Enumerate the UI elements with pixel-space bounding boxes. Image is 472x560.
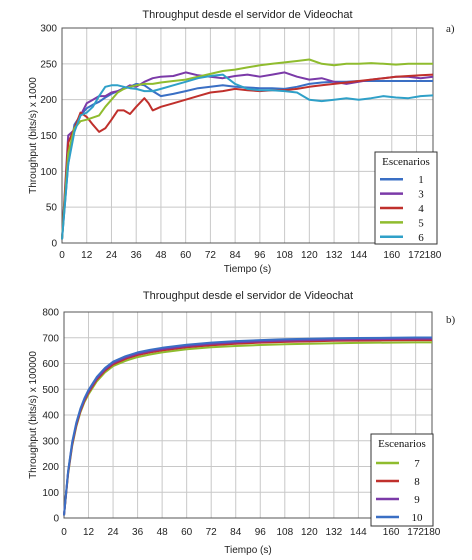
x-tick-label: 84 (230, 527, 242, 538)
x-tick-label: 24 (108, 527, 120, 538)
x-tick-label: 132 (326, 527, 343, 538)
x-tick-label: 72 (205, 250, 217, 261)
y-axis-label: Throughput (bits/s) x 100000 (28, 351, 39, 479)
series-line-4 (61, 73, 434, 240)
y-tick-label: 150 (40, 131, 57, 142)
y-tick-label: 700 (42, 333, 59, 344)
panel-label: a) (446, 23, 455, 35)
x-tick-label: 160 (383, 527, 400, 538)
y-tick-label: 500 (42, 385, 59, 396)
legend-entry-label: 5 (418, 217, 424, 229)
chart-title: Throughput desde el servidor de Videocha… (143, 290, 353, 302)
x-tick-label: 0 (59, 250, 65, 261)
legend-box (374, 151, 438, 245)
y-tick-label: 100 (42, 488, 59, 499)
chart-b: 0 12 24 36 48 60 72 84 96 108 120 132 144 160 172 18001… (28, 290, 456, 556)
x-tick-label: 0 (61, 527, 67, 538)
x-tick-label: 132 (326, 250, 343, 261)
x-axis-label: Tiempo (s) (224, 545, 271, 556)
x-tick-label: 48 (157, 527, 169, 538)
series-line-5 (61, 58, 433, 240)
legend-title: Escenarios (378, 438, 426, 450)
x-tick-label: 84 (230, 250, 242, 261)
legend-entry-label: 6 (418, 232, 424, 244)
plot-area-frame (63, 311, 433, 519)
legend-entry-label: 4 (418, 203, 424, 215)
y-tick-label: 0 (53, 514, 59, 525)
y-tick-label: 250 (40, 59, 57, 70)
y-tick-label: 400 (42, 411, 59, 422)
y-tick-label: 100 (40, 167, 57, 178)
x-axis-label: Tiempo (s) (224, 264, 271, 275)
x-tick-label: 12 (83, 527, 95, 538)
x-tick-label: 60 (181, 527, 193, 538)
legend-entry-label: 7 (414, 458, 420, 470)
x-tick-label: 48 (155, 250, 167, 261)
y-tick-label: 0 (51, 239, 57, 250)
panel-label: b) (446, 314, 456, 326)
legend-entry-label: 9 (414, 494, 420, 506)
y-tick-label: 800 (42, 308, 59, 319)
y-tick-label: 200 (40, 95, 57, 106)
y-tick-label: 200 (42, 462, 59, 473)
x-tick-label: 172 (407, 527, 424, 538)
x-tick-label: 60 (180, 250, 192, 261)
x-tick-label: 12 (81, 250, 93, 261)
x-tick-label: 180 (425, 250, 442, 261)
legend-entry-label: 3 (418, 189, 424, 201)
x-tick-label: 144 (350, 250, 367, 261)
series-line-6 (61, 73, 434, 240)
legend-title: Escenarios (382, 156, 430, 168)
y-tick-label: 50 (46, 203, 58, 214)
x-tick-label: 36 (132, 527, 144, 538)
series-line-10 (63, 336, 432, 516)
x-tick-label: 160 (383, 250, 400, 261)
plot-area-frame (61, 27, 434, 244)
x-tick-label: 72 (206, 527, 218, 538)
y-tick-label: 300 (42, 436, 59, 447)
y-tick-label: 600 (42, 359, 59, 370)
x-tick-label: 180 (424, 527, 441, 538)
x-tick-label: 96 (255, 527, 267, 538)
legend-entry-label: 10 (412, 512, 424, 524)
x-tick-label: 96 (254, 250, 266, 261)
x-tick-label: 108 (276, 250, 293, 261)
x-tick-label: 36 (131, 250, 143, 261)
chart-a: 0 12 24 36 48 60 72 84 96 108 120 132 144 160 172 18005… (28, 9, 455, 275)
x-tick-label: 144 (350, 527, 367, 538)
x-tick-label: 24 (106, 250, 118, 261)
legend-entry-label: 1 (418, 174, 424, 186)
x-tick-label: 120 (301, 527, 318, 538)
chart-title: Throughput desde el servidor de Videocha… (142, 9, 352, 21)
legend-entry-label: 8 (414, 476, 420, 488)
x-tick-label: 120 (301, 250, 318, 261)
x-tick-label: 172 (408, 250, 425, 261)
y-axis-label: Throughput (bits/s) x 1000 (28, 77, 39, 194)
y-tick-label: 300 (40, 24, 57, 35)
x-tick-label: 108 (276, 527, 293, 538)
